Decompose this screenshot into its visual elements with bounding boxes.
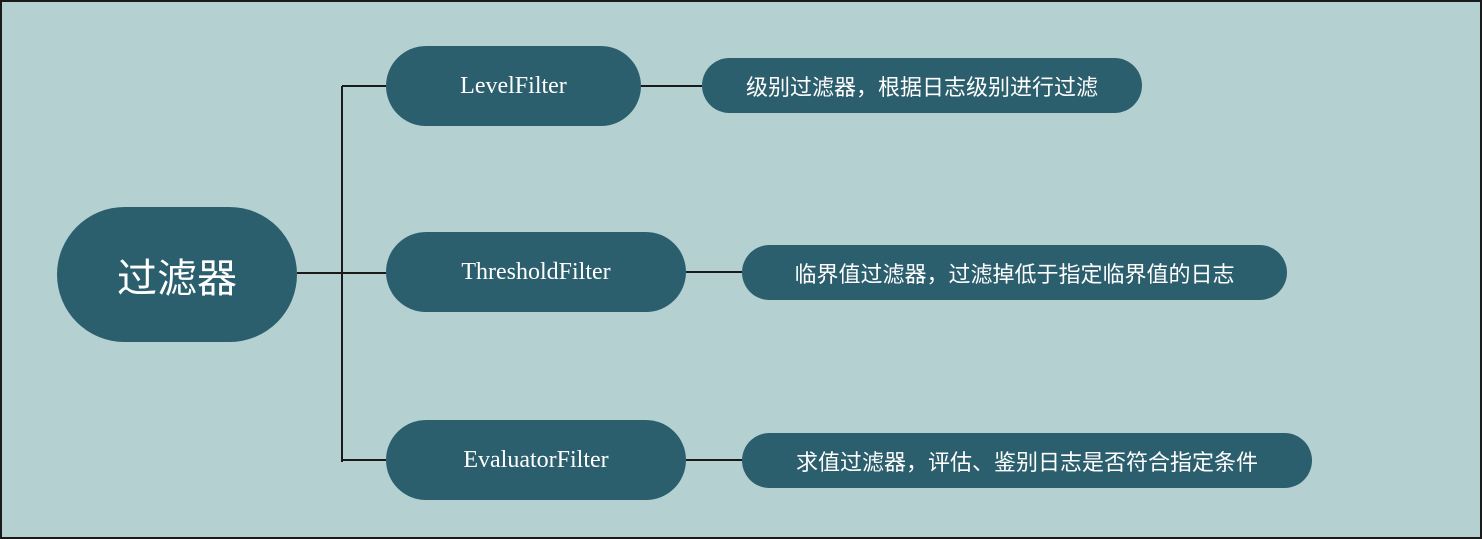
root-node: 过滤器 (57, 207, 297, 342)
filter-desc-0: 级别过滤器，根据日志级别进行过滤 (702, 58, 1142, 113)
connector (342, 272, 386, 274)
filter-desc-2: 求值过滤器，评估、鉴别日志是否符合指定条件 (742, 433, 1312, 488)
connector (342, 85, 386, 87)
filter-desc-1: 临界值过滤器，过滤掉低于指定临界值的日志 (742, 245, 1287, 300)
connector (686, 271, 742, 273)
diagram-canvas: 过滤器 LevelFilter 级别过滤器，根据日志级别进行过滤 ThresholdF… (0, 0, 1482, 539)
filter-name-0: LevelFilter (386, 46, 641, 126)
connector (641, 85, 702, 87)
connector (686, 459, 742, 461)
connector (297, 272, 343, 274)
filter-name-2: EvaluatorFilter (386, 420, 686, 500)
filter-name-1: ThresholdFilter (386, 232, 686, 312)
connector (341, 86, 343, 462)
connector (342, 459, 386, 461)
